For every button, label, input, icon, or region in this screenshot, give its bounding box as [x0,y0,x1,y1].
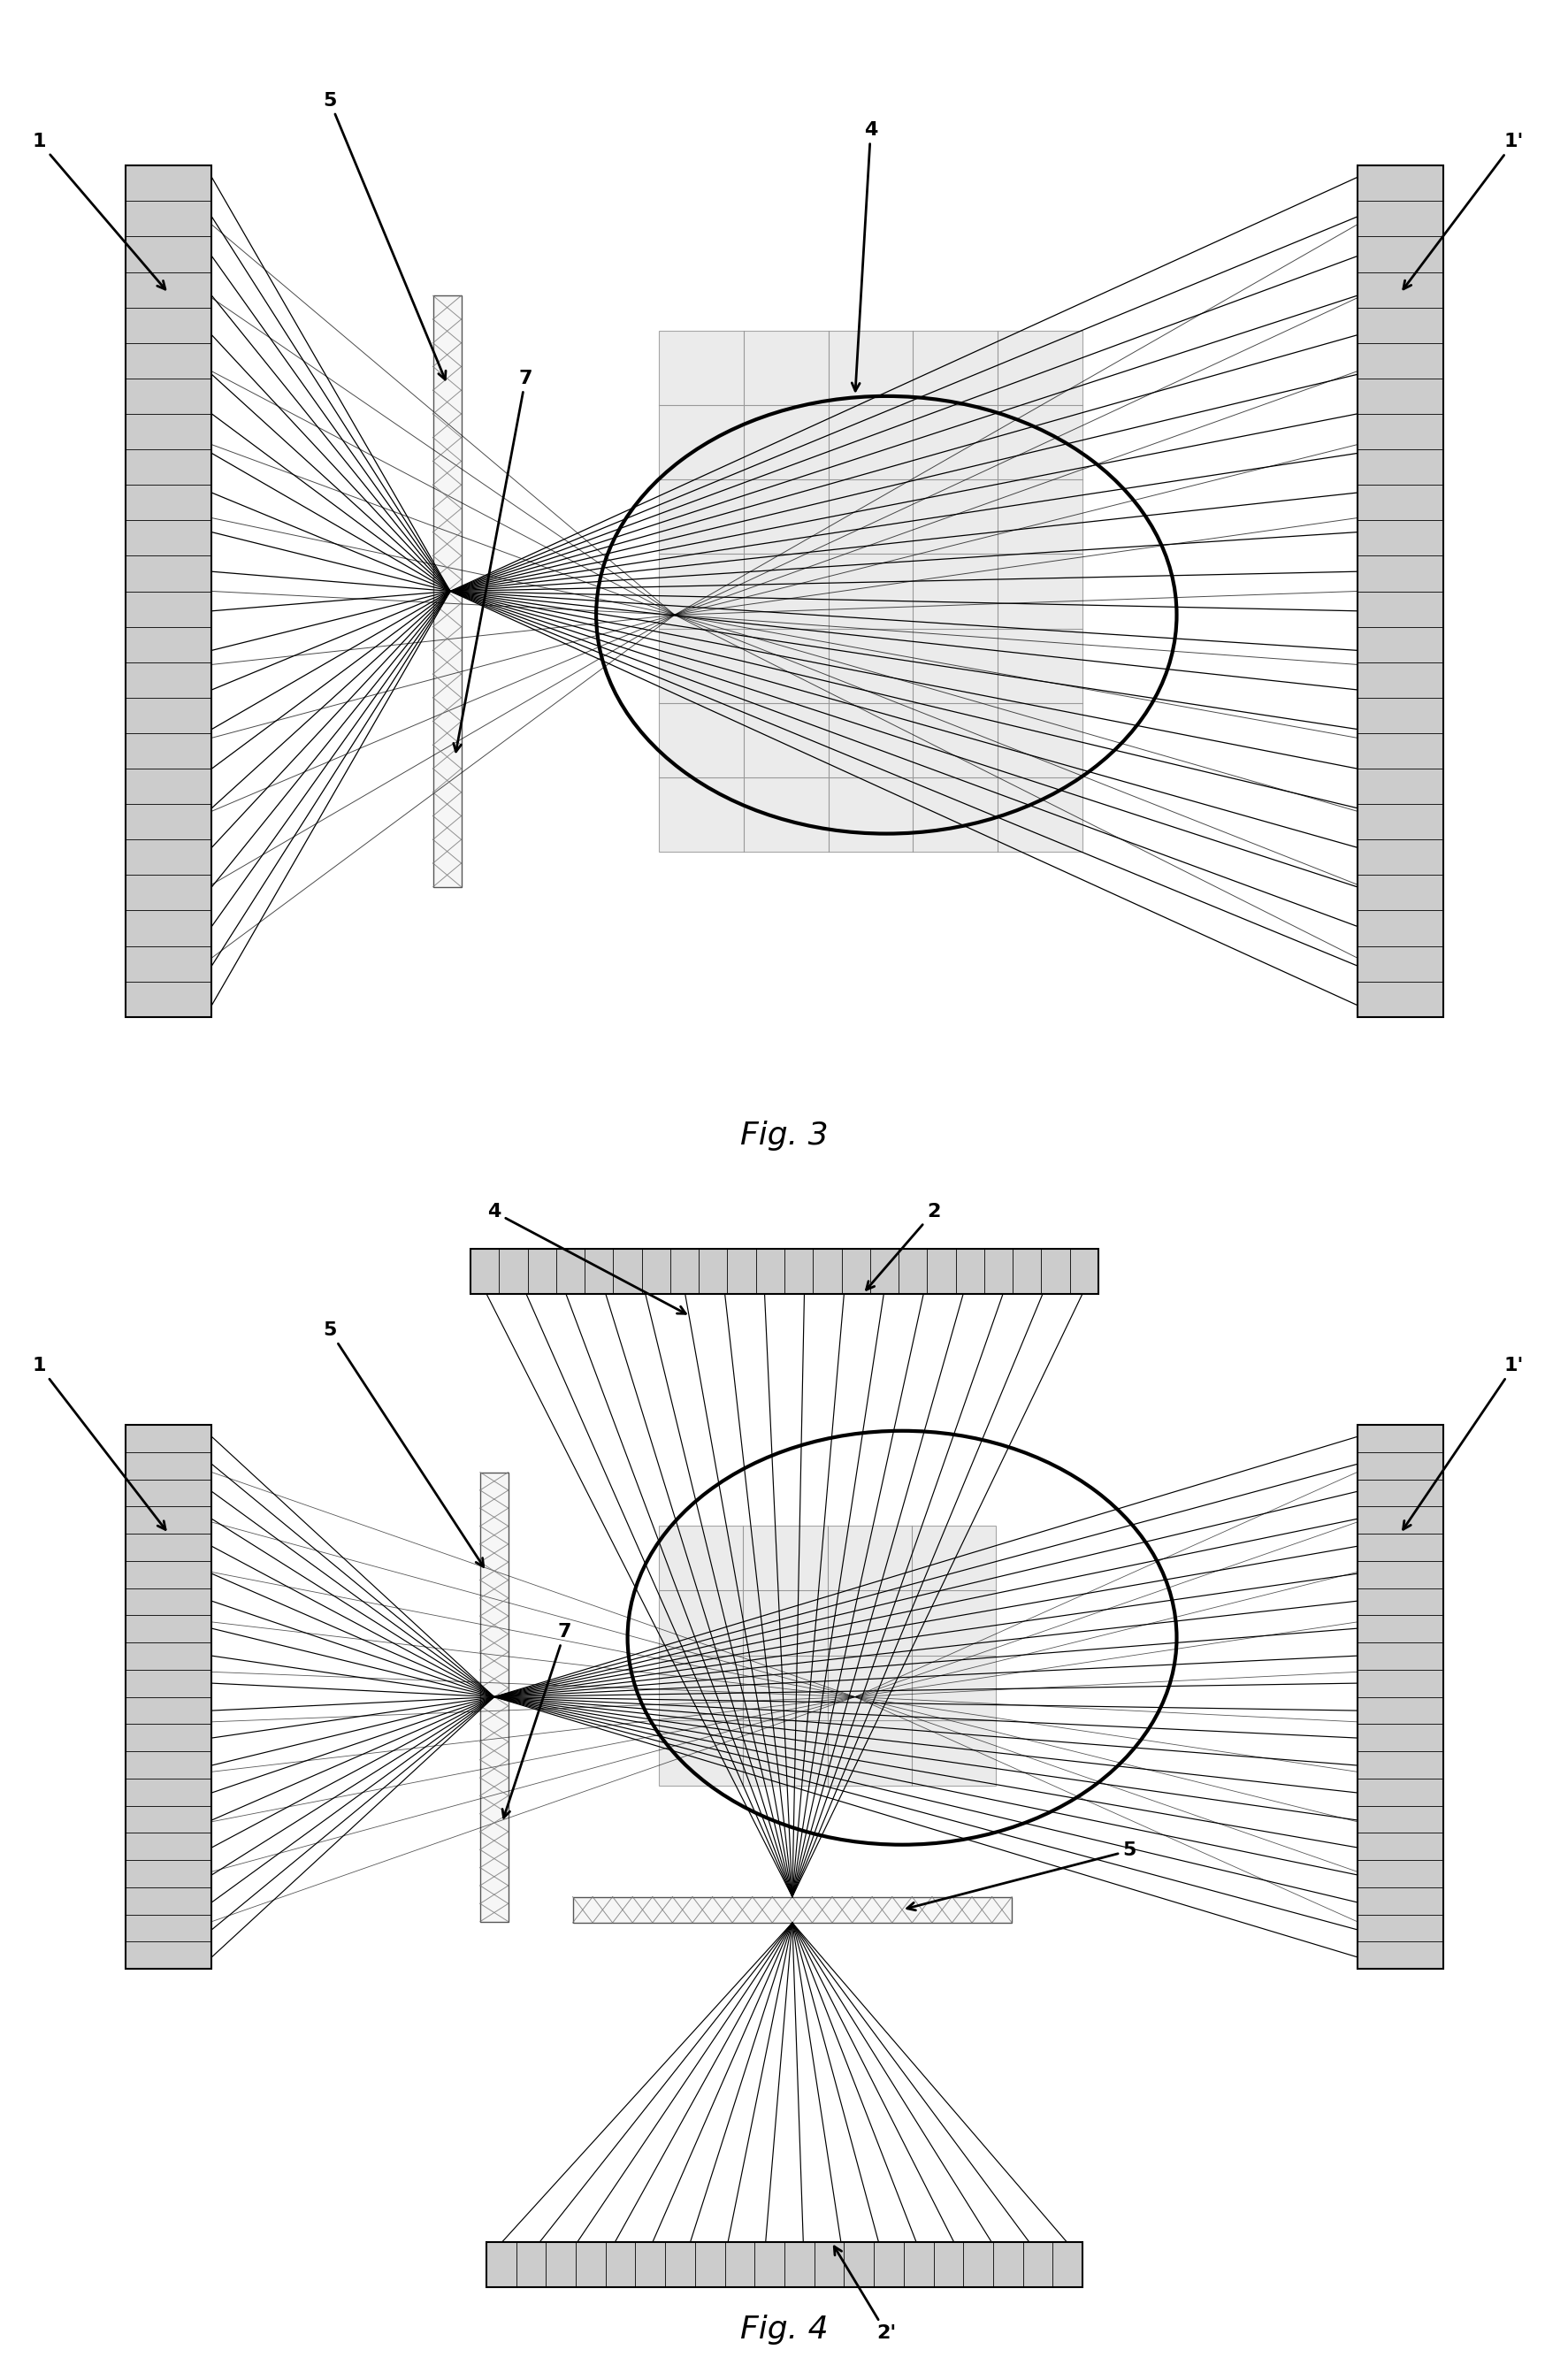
Bar [572,1897,1011,1923]
Text: 1: 1 [33,1358,165,1530]
Text: 2': 2' [834,2247,895,2341]
Text: Fig. 3: Fig. 3 [740,1121,828,1149]
Bar [659,331,1082,851]
Bar [486,2242,1082,2287]
Text: 2: 2 [866,1204,939,1289]
Text: 1: 1 [33,132,165,289]
Bar [125,1424,212,1968]
Bar [470,1249,1098,1294]
Text: 5: 5 [323,1322,483,1566]
Bar [125,166,212,1017]
Text: 5: 5 [323,92,445,378]
Text: 1': 1' [1402,1358,1523,1530]
Text: 4: 4 [851,121,877,390]
Bar [1356,166,1443,1017]
Text: 4: 4 [488,1204,685,1313]
Text: 7: 7 [502,1622,571,1819]
Text: 7: 7 [453,369,532,752]
Bar [433,296,461,887]
Bar [659,1525,996,1786]
Text: 5: 5 [906,1842,1135,1911]
Text: Fig. 4: Fig. 4 [740,2315,828,2344]
Bar [1356,1424,1443,1968]
Text: 1': 1' [1402,132,1523,289]
Bar [480,1471,508,1920]
